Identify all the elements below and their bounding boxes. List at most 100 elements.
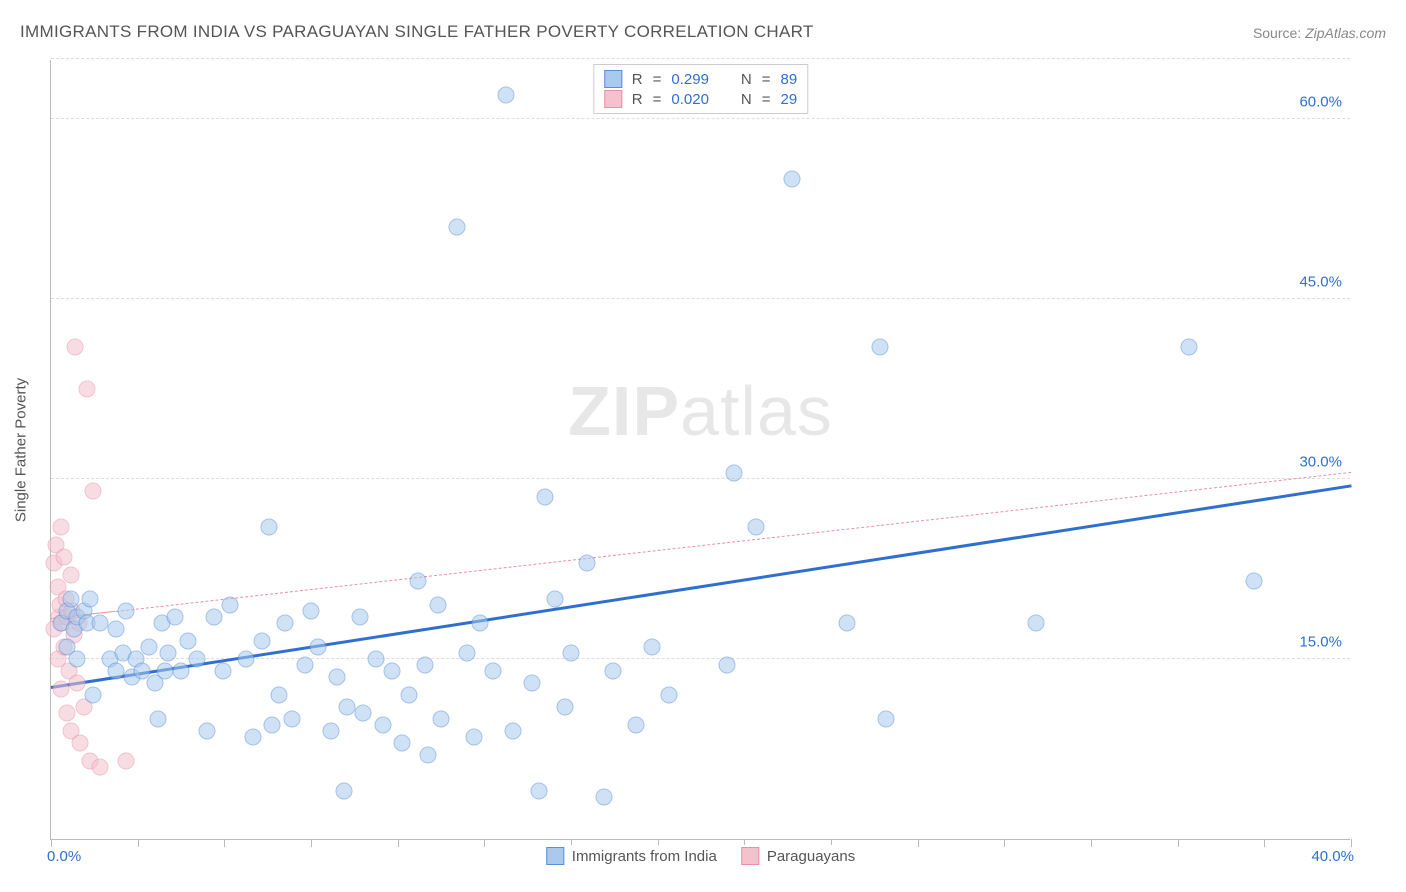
scatter-point-paraguay — [117, 753, 134, 770]
scatter-point-india — [160, 645, 177, 662]
source-attribution: Source: ZipAtlas.com — [1253, 25, 1386, 41]
scatter-point-india — [156, 663, 173, 680]
source-value: ZipAtlas.com — [1305, 25, 1386, 41]
trendline-paraguay-dashed — [116, 472, 1351, 612]
scatter-point-india — [260, 519, 277, 536]
x-tick — [1091, 839, 1092, 847]
legend: Immigrants from India Paraguayans — [538, 845, 863, 867]
x-tick — [1178, 839, 1179, 847]
scatter-point-india — [784, 171, 801, 188]
scatter-point-india — [429, 597, 446, 614]
legend-label-paraguay: Paraguayans — [767, 848, 855, 865]
scatter-point-paraguay — [78, 381, 95, 398]
scatter-point-india — [871, 339, 888, 356]
legend-label-india: Immigrants from India — [572, 848, 717, 865]
r-value-india: 0.299 — [671, 71, 709, 88]
scatter-point-india — [270, 687, 287, 704]
x-tick — [1264, 839, 1265, 847]
scatter-point-india — [199, 723, 216, 740]
legend-swatch-india — [546, 847, 564, 865]
scatter-point-paraguay — [69, 675, 86, 692]
scatter-point-india — [1245, 573, 1262, 590]
scatter-point-india — [283, 711, 300, 728]
scatter-point-india — [546, 591, 563, 608]
scatter-point-india — [179, 633, 196, 650]
y-tick-label: 45.0% — [1299, 274, 1342, 291]
scatter-point-india — [839, 615, 856, 632]
scatter-point-india — [140, 639, 157, 656]
scatter-point-paraguay — [59, 705, 76, 722]
x-tick — [138, 839, 139, 847]
scatter-point-india — [644, 639, 661, 656]
scatter-point-india — [384, 663, 401, 680]
scatter-point-india — [465, 729, 482, 746]
scatter-point-india — [725, 465, 742, 482]
x-tick — [918, 839, 919, 847]
scatter-point-india — [82, 591, 99, 608]
x-tick — [484, 839, 485, 847]
scatter-point-india — [374, 717, 391, 734]
scatter-point-india — [416, 657, 433, 674]
scatter-point-india — [173, 663, 190, 680]
scatter-point-india — [472, 615, 489, 632]
y-tick-label: 15.0% — [1299, 634, 1342, 651]
scatter-point-india — [91, 615, 108, 632]
scatter-point-india — [351, 609, 368, 626]
scatter-point-india — [108, 663, 125, 680]
plot-area: ZIPatlas Single Father Poverty 15.0%30.0… — [50, 60, 1350, 840]
gridline — [51, 58, 1350, 59]
chart-title: IMMIGRANTS FROM INDIA VS PARAGUAYAN SING… — [20, 22, 814, 42]
scatter-point-india — [595, 789, 612, 806]
legend-item-india: Immigrants from India — [546, 847, 717, 865]
scatter-point-india — [296, 657, 313, 674]
scatter-point-india — [556, 699, 573, 716]
scatter-point-india — [524, 675, 541, 692]
x-tick — [398, 839, 399, 847]
scatter-point-paraguay — [67, 339, 84, 356]
scatter-point-india — [530, 783, 547, 800]
scatter-point-india — [277, 615, 294, 632]
scatter-point-india — [719, 657, 736, 674]
x-tick — [51, 839, 52, 847]
scatter-point-india — [504, 723, 521, 740]
scatter-point-india — [335, 783, 352, 800]
scatter-point-india — [69, 651, 86, 668]
source-label: Source: — [1253, 25, 1301, 41]
scatter-point-india — [628, 717, 645, 734]
stats-row-paraguay: R = 0.020 N = 29 — [604, 89, 797, 109]
scatter-point-india — [400, 687, 417, 704]
scatter-point-paraguay — [52, 519, 69, 536]
scatter-point-india — [537, 489, 554, 506]
scatter-point-paraguay — [72, 735, 89, 752]
scatter-point-india — [420, 747, 437, 764]
scatter-point-india — [166, 609, 183, 626]
scatter-point-india — [189, 651, 206, 668]
watermark: ZIPatlas — [568, 371, 833, 451]
scatter-point-paraguay — [56, 549, 73, 566]
scatter-point-india — [660, 687, 677, 704]
n-value-paraguay: 29 — [781, 91, 798, 108]
stats-row-india: R = 0.299 N = 89 — [604, 69, 797, 89]
scatter-point-india — [368, 651, 385, 668]
scatter-point-india — [303, 603, 320, 620]
scatter-point-india — [410, 573, 427, 590]
scatter-point-india — [1027, 615, 1044, 632]
scatter-point-india — [221, 597, 238, 614]
scatter-point-india — [563, 645, 580, 662]
scatter-point-paraguay — [91, 759, 108, 776]
gridline — [51, 298, 1350, 299]
x-tick — [311, 839, 312, 847]
y-axis-label: Single Father Poverty — [13, 377, 30, 521]
scatter-point-paraguay — [52, 681, 69, 698]
scatter-point-india — [394, 735, 411, 752]
scatter-point-india — [264, 717, 281, 734]
y-tick-label: 30.0% — [1299, 454, 1342, 471]
scatter-point-india — [254, 633, 271, 650]
gridline — [51, 118, 1350, 119]
legend-item-paraguay: Paraguayans — [741, 847, 855, 865]
gridline — [51, 478, 1350, 479]
scatter-point-india — [449, 219, 466, 236]
x-tick — [1351, 839, 1352, 847]
scatter-point-india — [878, 711, 895, 728]
scatter-point-india — [322, 723, 339, 740]
